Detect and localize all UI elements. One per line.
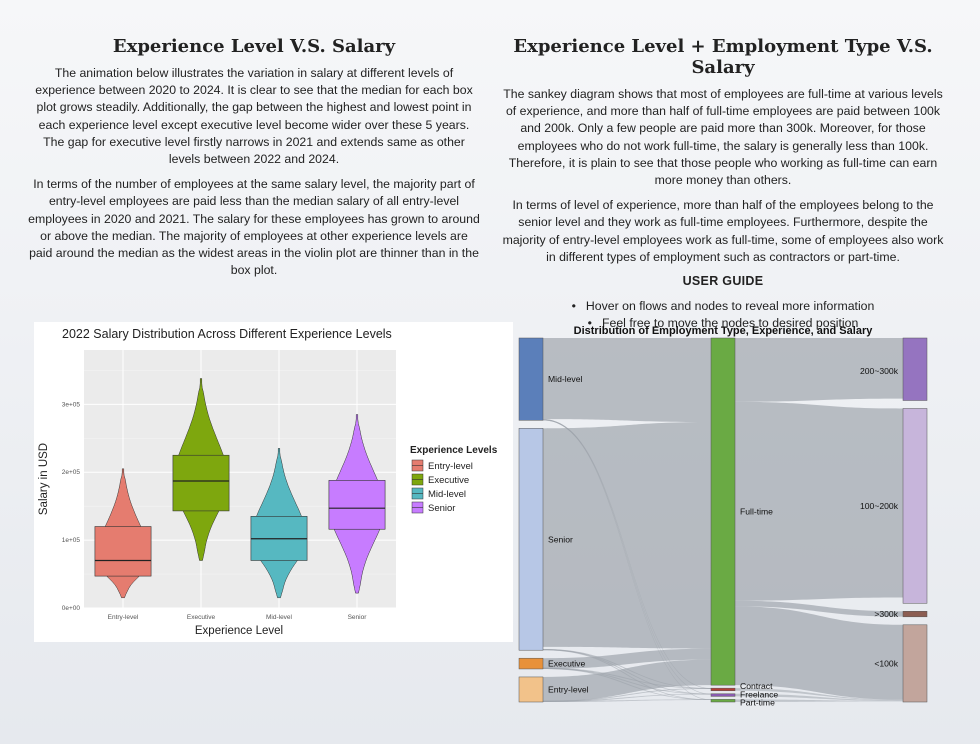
sankey-node <box>518 337 544 421</box>
x-tick-label: Mid-level <box>266 614 293 621</box>
sankey-node-label: 100~200k <box>860 501 899 511</box>
y-tick-label: 3e+05 <box>62 401 81 408</box>
violin-legend: Entry-level Executive Mid-level Senior <box>411 459 473 514</box>
y-tick-label: 2e+05 <box>62 469 81 476</box>
x-tick-label: Executive <box>187 614 216 621</box>
sankey-link-minor <box>543 649 711 695</box>
sankey-link-to-salary <box>735 600 903 617</box>
box-entry-level <box>94 526 152 577</box>
right-section-title: Experience Level + Employment Type V.S. … <box>513 36 933 78</box>
violin-y-ticks: 0e+00 1e+05 2e+05 3e+05 <box>62 401 81 612</box>
x-tick-label: Senior <box>348 614 368 621</box>
legend-label: Senior <box>428 503 455 514</box>
violin-chart: 2022 Salary Distribution Across Differen… <box>38 327 498 637</box>
sankey-link-minor <box>543 693 711 702</box>
sankey-link-minor <box>543 667 711 695</box>
sankey-node <box>518 657 544 670</box>
sankey-node-label: Part-time <box>740 698 775 706</box>
sankey-node-label: Mid-level <box>548 374 582 384</box>
sankey-links <box>543 338 903 702</box>
user-guide-list: Hover on flows and nodes to reveal more … <box>498 298 948 332</box>
y-tick-label: 1e+05 <box>62 537 81 544</box>
sankey-link-minor-salary <box>735 688 903 701</box>
sankey-link-minor <box>543 667 711 701</box>
sankey-link-to-salary <box>735 401 903 601</box>
sankey-link-minor <box>543 649 711 689</box>
sankey-link-minor <box>543 649 711 701</box>
sankey-link-to-full-time <box>543 648 711 669</box>
sankey-node-label: 200~300k <box>860 366 899 376</box>
sankey-node <box>710 699 736 703</box>
sankey-node <box>902 337 928 401</box>
user-guide-title: USER GUIDE <box>682 274 764 289</box>
sankey-node-label: Senior <box>548 534 573 544</box>
sankey-link-to-full-time <box>543 422 711 649</box>
sankey-node-label: <100k <box>874 658 898 668</box>
legend-label: Mid-level <box>428 489 466 500</box>
violin-chart-panel: 2022 Salary Distribution Across Differen… <box>34 322 513 642</box>
sankey-link-minor <box>543 419 711 701</box>
sankey-node <box>902 408 928 604</box>
y-tick-label: 0e+00 <box>62 605 81 612</box>
sankey-chart: Distribution of Employment Type, Experie… <box>518 325 928 708</box>
legend-label: Executive <box>428 475 469 486</box>
legend-label: Entry-level <box>428 461 473 472</box>
sankey-link-minor <box>543 419 711 695</box>
user-guide-item-move: Feel free to move the nodes to desired p… <box>498 315 948 332</box>
sankey-link-to-salary <box>735 606 903 700</box>
sankey-node-label: Full-time <box>740 507 773 517</box>
right-paragraph-2: In terms of level of experience, more th… <box>502 198 944 264</box>
violin-x-ticks: Entry-level Executive Mid-level Senior <box>108 614 368 621</box>
left-paragraph-1: The animation below illustrates the vari… <box>35 66 473 167</box>
violin-y-axis-label: Salary in USD <box>38 443 50 515</box>
sankey-node <box>710 337 736 686</box>
sankey-link-to-full-time <box>543 338 711 423</box>
sankey-link-minor-salary <box>735 693 903 701</box>
sankey-node <box>518 428 544 651</box>
sankey-node-label: Executive <box>548 659 585 669</box>
sankey-node <box>710 693 736 697</box>
right-paragraph-1: The sankey diagram shows that most of em… <box>503 87 943 188</box>
sankey-link-minor-salary <box>735 699 903 702</box>
box-executive <box>172 454 230 512</box>
violin-x-axis-label: Experience Level <box>195 625 283 637</box>
sankey-node-label: Entry-level <box>548 684 589 694</box>
sankey-link-minor <box>543 699 711 702</box>
left-column: Experience Level V.S. Salary The animati… <box>28 30 480 287</box>
violin-legend-title: Experience Levels <box>410 445 498 456</box>
box-senior <box>328 480 386 530</box>
left-paragraph-2: In terms of the number of employees at t… <box>28 177 480 278</box>
violin-marks <box>94 378 386 599</box>
violin-chart-title: 2022 Salary Distribution Across Differen… <box>62 327 392 341</box>
sankey-node <box>518 676 544 703</box>
sankey-link-minor <box>543 419 711 689</box>
sankey-link-minor <box>543 688 711 702</box>
sankey-node-label: Contract <box>740 681 773 691</box>
sankey-link-minor <box>543 667 711 689</box>
right-column: Experience Level + Employment Type V.S. … <box>498 30 948 332</box>
x-tick-label: Entry-level <box>108 614 139 621</box>
sankey-nodes: Mid-level Senior Executive Entry-level Full-… <box>518 337 928 708</box>
sankey-node <box>902 624 928 703</box>
sankey-chart-panel: Distribution of Employment Type, Experie… <box>516 322 980 708</box>
sankey-chart-title: Distribution of Employment Type, Experie… <box>574 325 874 337</box>
sankey-node <box>902 611 928 618</box>
user-guide-item-hover: Hover on flows and nodes to reveal more … <box>498 298 948 315</box>
sankey-link-to-salary <box>735 338 903 402</box>
left-section-title: Experience Level V.S. Salary <box>112 36 396 57</box>
sankey-node-label: >300k <box>874 609 898 619</box>
sankey-node-label: Freelance <box>740 689 778 699</box>
sankey-node <box>710 687 736 692</box>
